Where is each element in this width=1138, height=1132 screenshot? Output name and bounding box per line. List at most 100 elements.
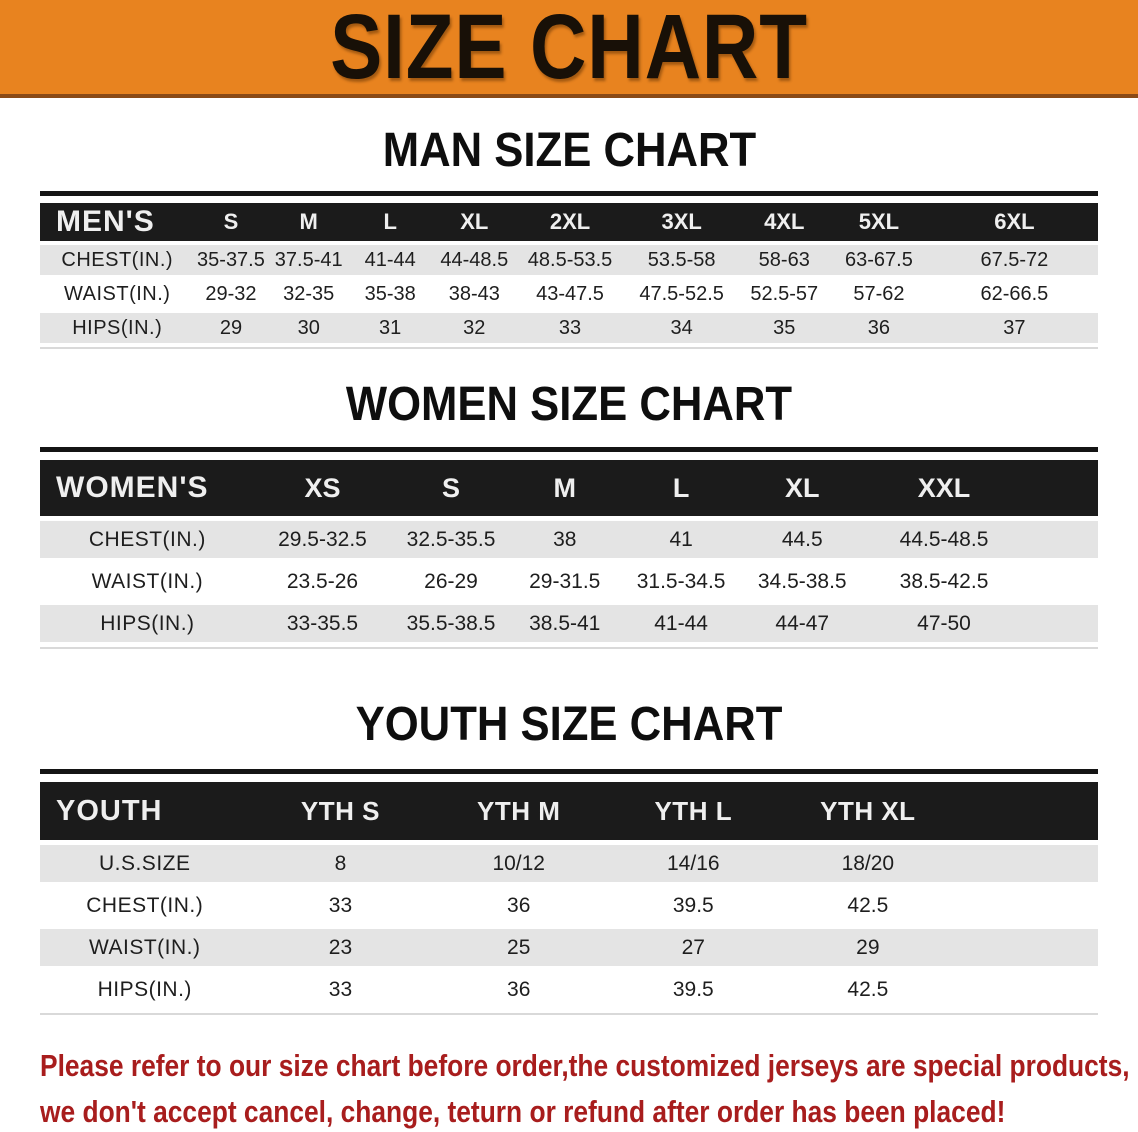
- spacer-cell: [1028, 521, 1098, 558]
- measurement-row-label: WAIST(IN.): [40, 279, 195, 309]
- size-column-header: 3XL: [621, 203, 742, 241]
- measurement-row-label: WAIST(IN.): [40, 563, 255, 600]
- measurement-row: WAIST(IN.) 23.5-26 26-29 29-31.5 31.5-34.5 34…: [40, 563, 1098, 600]
- measurement-row-label: CHEST(IN.): [40, 887, 250, 924]
- women-size-chart-heading-text: WOMEN SIZE CHART: [345, 375, 793, 431]
- size-value-cell: 26-29: [390, 563, 512, 600]
- size-value-cell: 57-62: [827, 279, 931, 309]
- measurement-row: WAIST(IN.) 29-32 32-35 35-38 38-43 43-47.5 47.…: [40, 279, 1098, 309]
- measurement-row: WAIST(IN.) 23 25 27 29: [40, 929, 1098, 966]
- size-value-cell: 29.5-32.5: [254, 521, 391, 558]
- measurement-row-label: HIPS(IN.): [40, 605, 255, 642]
- men-size-chart-heading-text: MAN SIZE CHART: [382, 121, 756, 177]
- size-column-header: L: [617, 460, 745, 516]
- size-value-cell: 35-38: [349, 279, 431, 309]
- women-size-table-wrap: WOMEN'S XS S M L XL XXL CHEST(IN.) 29.5-32.5 32.5…: [40, 447, 1098, 649]
- size-value-cell: 29-31.5: [511, 563, 618, 600]
- size-value-cell: 18/20: [780, 845, 956, 882]
- size-value-cell: 41: [617, 521, 745, 558]
- measurement-row: CHEST(IN.) 35-37.5 37.5-41 41-44 44-48.5 48.5…: [40, 245, 1098, 275]
- size-value-cell: 33: [518, 313, 622, 343]
- disclaimer-line-1: Please refer to our size chart before or…: [40, 1048, 1130, 1083]
- size-value-cell: 32.5-35.5: [390, 521, 512, 558]
- size-value-cell: 37.5-41: [267, 245, 350, 275]
- size-value-cell: 34.5-38.5: [744, 563, 860, 600]
- measurement-row: CHEST(IN.) 29.5-32.5 32.5-35.5 38 41 44.5 44.5…: [40, 521, 1098, 558]
- size-value-cell: 33: [249, 971, 432, 1008]
- table-group-label: YOUTH: [40, 782, 250, 840]
- size-column-header: YTH L: [606, 782, 781, 840]
- size-column-header: XS: [254, 460, 391, 516]
- size-value-cell: 41-44: [617, 605, 745, 642]
- size-value-cell: 8: [249, 845, 432, 882]
- size-column-header: XL: [430, 203, 519, 241]
- size-value-cell: 38-43: [430, 279, 519, 309]
- size-value-cell: 10/12: [431, 845, 606, 882]
- measurement-row-label: CHEST(IN.): [40, 521, 255, 558]
- spacer-cell: [955, 845, 1098, 882]
- size-value-cell: 41-44: [349, 245, 431, 275]
- measurement-row-label: HIPS(IN.): [40, 313, 195, 343]
- table-group-label: MEN'S: [40, 203, 195, 241]
- size-value-cell: 44.5: [744, 521, 860, 558]
- measurement-row: HIPS(IN.) 33 36 39.5 42.5: [40, 971, 1098, 1008]
- size-column-header: 4XL: [741, 203, 828, 241]
- size-value-cell: 31.5-34.5: [617, 563, 745, 600]
- size-value-cell: 35.5-38.5: [390, 605, 512, 642]
- measurement-row-label: WAIST(IN.): [40, 929, 250, 966]
- size-value-cell: 33-35.5: [254, 605, 391, 642]
- size-value-cell: 44.5-48.5: [859, 521, 1029, 558]
- size-value-cell: 47.5-52.5: [621, 279, 742, 309]
- measurement-row: U.S.SIZE 8 10/12 14/16 18/20: [40, 845, 1098, 882]
- size-column-header: YTH M: [431, 782, 606, 840]
- measurement-row-label: HIPS(IN.): [40, 971, 250, 1008]
- measurement-row: HIPS(IN.) 33-35.5 35.5-38.5 38.5-41 41-44 44-…: [40, 605, 1098, 642]
- men-size-table-wrap: MEN'S S M L XL 2XL 3XL 4XL 5XL 6XL CHEST(IN.) 35-37…: [40, 191, 1098, 349]
- size-column-header: M: [511, 460, 618, 516]
- spacer-cell: [955, 929, 1098, 966]
- size-value-cell: 43-47.5: [518, 279, 622, 309]
- size-chart-banner: SIZE CHART: [0, 0, 1138, 98]
- size-value-cell: 25: [431, 929, 606, 966]
- size-value-cell: 36: [827, 313, 931, 343]
- size-value-cell: 35: [741, 313, 828, 343]
- size-value-cell: 38.5-42.5: [859, 563, 1029, 600]
- spacer-cell: [1028, 605, 1098, 642]
- size-value-cell: 23.5-26: [254, 563, 391, 600]
- size-column-header: YTH XL: [780, 782, 956, 840]
- size-value-cell: 42.5: [780, 971, 956, 1008]
- size-column-header: S: [390, 460, 512, 516]
- size-column-header: 6XL: [930, 203, 1098, 241]
- size-value-cell: 32: [430, 313, 519, 343]
- measurement-row: CHEST(IN.) 33 36 39.5 42.5: [40, 887, 1098, 924]
- size-value-cell: 38.5-41: [511, 605, 618, 642]
- size-column-header: S: [194, 203, 268, 241]
- size-value-cell: 29: [194, 313, 268, 343]
- disclaimer-line-2: we don't accept cancel, change, teturn o…: [40, 1094, 1006, 1129]
- women-size-section: WOMEN SIZE CHART WOMEN'S XS S M L XL XXL CHEST(…: [0, 375, 1138, 649]
- size-value-cell: 62-66.5: [930, 279, 1098, 309]
- size-value-cell: 23: [249, 929, 432, 966]
- size-column-header: XXL: [859, 460, 1029, 516]
- men-size-table: MEN'S S M L XL 2XL 3XL 4XL 5XL 6XL CHEST(IN.) 35-37…: [40, 199, 1098, 347]
- size-value-cell: 34: [621, 313, 742, 343]
- size-header-row: MEN'S S M L XL 2XL 3XL 4XL 5XL 6XL: [40, 203, 1098, 241]
- table-group-label: WOMEN'S: [40, 460, 255, 516]
- size-value-cell: 29: [780, 929, 956, 966]
- disclaimer: Please refer to our size chart before or…: [40, 1043, 1138, 1132]
- women-size-table: WOMEN'S XS S M L XL XXL CHEST(IN.) 29.5-32.5 32.5…: [40, 455, 1098, 647]
- size-value-cell: 42.5: [780, 887, 956, 924]
- size-value-cell: 44-48.5: [430, 245, 519, 275]
- size-value-cell: 63-67.5: [827, 245, 931, 275]
- size-value-cell: 52.5-57: [741, 279, 828, 309]
- size-header-row: WOMEN'S XS S M L XL XXL: [40, 460, 1098, 516]
- youth-size-chart-heading-text: YOUTH SIZE CHART: [355, 695, 783, 751]
- banner-title: SIZE CHART: [330, 0, 808, 98]
- size-value-cell: 47-50: [859, 605, 1029, 642]
- youth-size-chart-heading: YOUTH SIZE CHART: [0, 695, 1138, 751]
- size-value-cell: 39.5: [606, 887, 781, 924]
- size-value-cell: 31: [349, 313, 431, 343]
- youth-size-table: YOUTH YTH S YTH M YTH L YTH XL U.S.SIZE 8 10/12…: [40, 777, 1098, 1013]
- size-header-row: YOUTH YTH S YTH M YTH L YTH XL: [40, 782, 1098, 840]
- size-value-cell: 53.5-58: [621, 245, 742, 275]
